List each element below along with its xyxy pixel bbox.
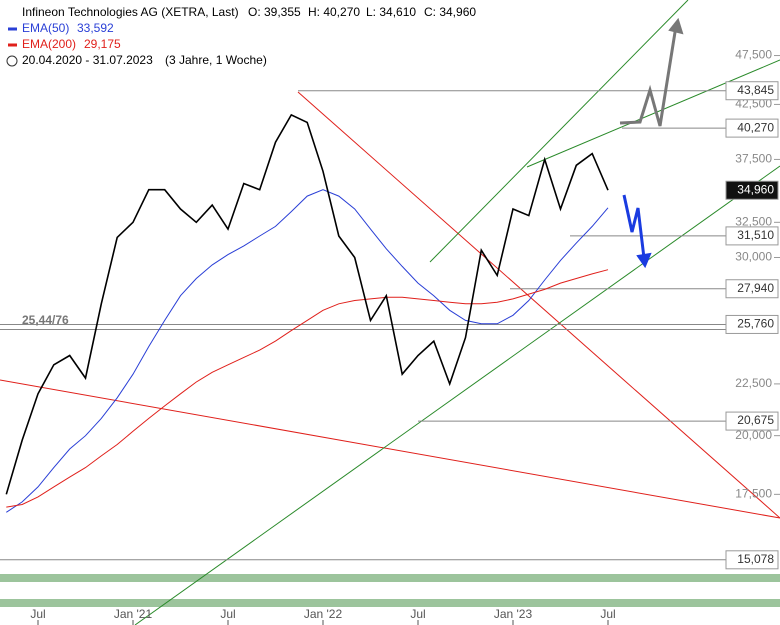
arrow-head [636, 252, 652, 269]
ohlc: H: 40,270 [308, 5, 360, 19]
ohlc: L: 34,610 [366, 5, 416, 19]
ohlc: O: 39,355 [248, 5, 301, 19]
level-label: 20,675 [737, 413, 774, 427]
y-tick-label: 30,000 [735, 250, 772, 264]
level-box [725, 411, 779, 431]
trend-line [429, 0, 689, 263]
x-tick-label: Jul [220, 607, 235, 621]
legend-label: EMA(200) [22, 37, 76, 51]
arrow [622, 194, 646, 259]
y-tick-label: 20,000 [735, 428, 772, 442]
ohlc: C: 34,960 [424, 5, 476, 19]
trend-line [297, 91, 780, 519]
chart-title: Infineon Technologies AG (XETRA, Last) [22, 5, 239, 19]
trend-line [526, 59, 780, 168]
trend-line [0, 379, 780, 519]
x-tick-label: Jan '22 [304, 607, 343, 621]
band [0, 599, 780, 607]
x-tick-label: Jul [410, 607, 425, 621]
level-box [725, 550, 779, 570]
annotation: 25,44/76 [22, 313, 69, 327]
level-box [725, 81, 779, 101]
level-box [725, 226, 779, 246]
clock-icon [6, 55, 18, 67]
level-box [725, 118, 779, 138]
price-line [5, 113, 609, 495]
level-box [725, 314, 779, 334]
ema-line [6, 189, 609, 513]
level-box [725, 180, 779, 200]
x-tick-label: Jan '21 [114, 607, 153, 621]
arrow [619, 25, 678, 127]
level-label: 15,078 [737, 552, 774, 566]
legend-swatch [8, 27, 17, 31]
y-tick-label: 17,500 [735, 487, 772, 501]
level-label: 27,940 [737, 281, 774, 295]
level-label: 34,960 [737, 182, 774, 196]
period-note: (3 Jahre, 1 Woche) [165, 53, 267, 67]
level-label: 31,510 [737, 228, 774, 242]
x-tick-label: Jul [30, 607, 45, 621]
legend-swatch [8, 43, 17, 47]
trend-line [134, 165, 780, 625]
x-tick-label: Jul [600, 607, 615, 621]
arrow-head [668, 17, 684, 35]
legend-value: 33,592 [77, 21, 114, 35]
legend-label: EMA(50) [22, 21, 69, 35]
level-label: 40,270 [737, 120, 774, 134]
level-label: 25,760 [737, 317, 774, 331]
period: 20.04.2020 - 31.07.2023 [22, 53, 153, 67]
y-tick-label: 37,500 [735, 152, 772, 166]
y-tick-label: 22,500 [735, 376, 772, 390]
y-tick-label: 47,500 [735, 48, 772, 62]
level-box [725, 279, 779, 299]
ema-line [6, 269, 609, 508]
band [0, 574, 780, 582]
level-label: 43,845 [737, 83, 774, 97]
legend-value: 29,175 [84, 37, 121, 51]
header: Infineon Technologies AG (XETRA, Last) O… [6, 5, 476, 67]
x-tick-label: Jan '23 [494, 607, 533, 621]
y-tick-label: 32,500 [735, 214, 772, 228]
